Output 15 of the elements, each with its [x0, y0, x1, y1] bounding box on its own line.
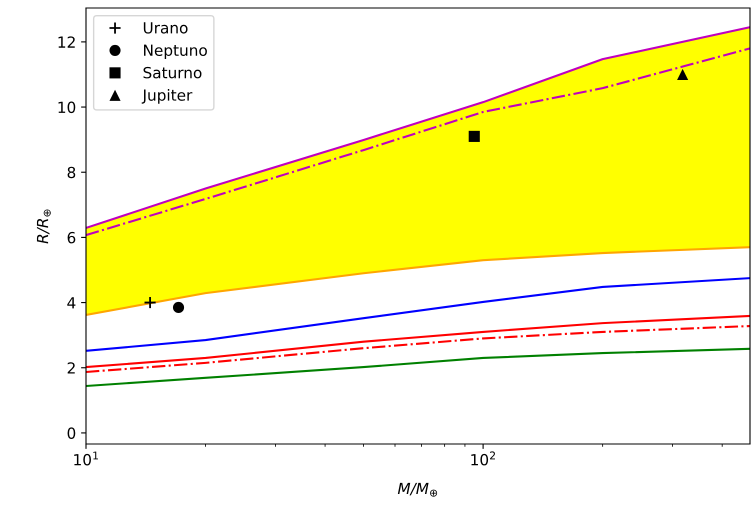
- legend-label: Neptuno: [144, 44, 207, 59]
- y-tick-label: 6: [68, 232, 76, 244]
- y-axis-title: R/R$_{⊕}$: [36, 209, 51, 244]
- x-tick-label: 10$^{2}$: [471, 451, 495, 466]
- y-tick-label: 12: [58, 36, 75, 48]
- y-tick-label: 10: [58, 102, 76, 114]
- legend-label: Urano: [144, 22, 188, 34]
- y-tick-label: 4: [67, 297, 76, 308]
- y-tick-label: 0: [68, 427, 76, 439]
- legend-label: Jupiter: [142, 89, 192, 104]
- x-axis-title: M/M$_{⊕}$: [398, 482, 438, 497]
- legend-label: Saturno: [144, 66, 202, 78]
- x-tick-label: 10$^{1}$: [74, 452, 98, 466]
- y-tick-label: 8: [68, 166, 76, 178]
- y-tick-label: 2: [68, 362, 75, 374]
